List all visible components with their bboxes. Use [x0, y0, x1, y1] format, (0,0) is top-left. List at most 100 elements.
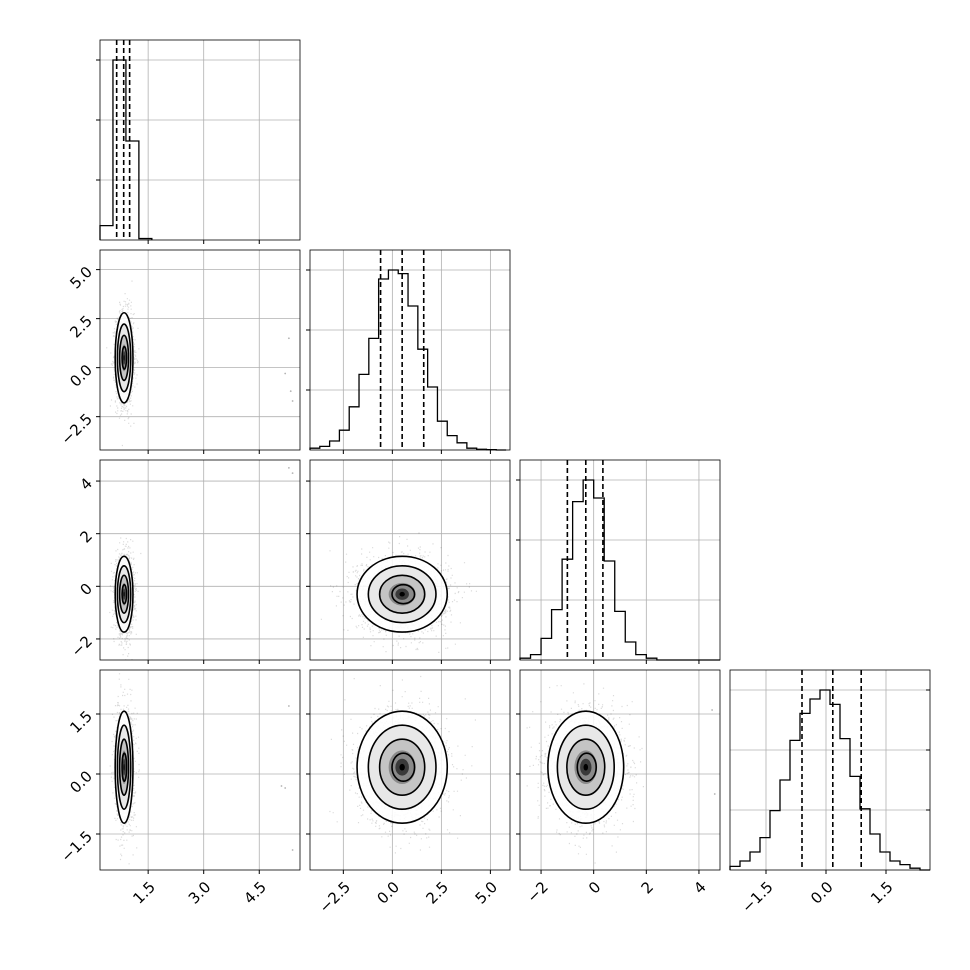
contour-line	[121, 583, 128, 605]
contour-line	[378, 574, 426, 614]
scatter-points	[526, 683, 644, 870]
outlier-point	[291, 472, 294, 475]
contour-line	[556, 724, 616, 811]
contour-line	[118, 738, 130, 797]
contour-line	[118, 574, 130, 614]
contour-line	[121, 345, 128, 370]
x-tick-label: 1.5	[129, 878, 159, 908]
density-fill	[123, 591, 125, 597]
outlier-point	[713, 793, 716, 795]
y-tick-label: 4	[77, 474, 96, 493]
panel-background	[100, 460, 300, 660]
contour-line	[378, 738, 426, 797]
contour-line	[391, 752, 416, 783]
panel-frame	[729, 669, 931, 871]
density-fill	[583, 763, 589, 771]
panel-frame	[99, 669, 301, 871]
y-tick-label: −2.5	[58, 410, 96, 448]
panel-frame	[519, 669, 721, 871]
outlier-point	[291, 400, 294, 402]
outlier-point	[287, 466, 290, 469]
hist-panel-p1	[306, 249, 511, 454]
panel-frame	[99, 39, 301, 241]
panel-background	[310, 250, 510, 450]
hist-panel-p2	[516, 459, 721, 664]
x-tick-label: 2	[638, 878, 657, 897]
contour-line	[114, 555, 134, 633]
outlier-point	[284, 372, 287, 375]
hist-bars	[309, 269, 507, 451]
scatter-panel-p0-p2	[96, 459, 301, 664]
panel-frame	[99, 459, 301, 661]
panel-frame	[99, 249, 301, 451]
density-fill	[399, 591, 405, 597]
x-tick-label: −1.5	[738, 878, 776, 916]
y-tick-label: −2	[68, 632, 96, 660]
outlier-point	[291, 849, 294, 851]
hist-panel-p3	[729, 669, 931, 874]
density-fill	[123, 355, 125, 361]
x-tick-label: 0	[585, 878, 604, 897]
contour-line	[121, 752, 128, 783]
panel-content	[310, 670, 510, 870]
y-tick-label: 2.5	[66, 312, 96, 342]
panel-frame	[309, 459, 511, 661]
scatter-panel-p1-p3	[306, 669, 511, 874]
hist-bars	[729, 689, 930, 871]
x-tick-label: 0.0	[374, 878, 404, 908]
y-tick-label: 1.5	[66, 707, 96, 737]
x-tick-label: −2	[523, 878, 551, 906]
hist-bars	[99, 59, 153, 240]
contour-line	[576, 752, 598, 783]
y-tick-label: 0	[77, 580, 96, 599]
panel-content	[100, 250, 300, 450]
contour-line	[114, 311, 134, 404]
panel-background	[520, 460, 720, 660]
contour-line	[547, 710, 625, 825]
x-tick-label: 4.5	[240, 878, 270, 908]
scatter-panel-p0-p1	[96, 249, 301, 454]
x-tick-label: 4	[690, 878, 709, 897]
scatter-panel-p0-p3	[96, 669, 301, 874]
contour-line	[367, 564, 437, 624]
outlier-point	[284, 787, 287, 789]
y-tick-label: −1.5	[58, 827, 96, 865]
contour-line	[566, 738, 606, 797]
outlier-point	[711, 709, 714, 711]
density-fill	[123, 763, 125, 771]
y-tick-label: 0.0	[66, 767, 96, 797]
panel-content	[100, 670, 300, 870]
density-fill	[399, 763, 405, 771]
scatter-panel-p2-p3	[516, 669, 721, 874]
panel-content	[100, 460, 300, 660]
contour-line	[116, 724, 132, 811]
panel-frame	[309, 669, 511, 871]
hist-panel-p0	[96, 39, 301, 244]
panel-content	[310, 460, 510, 660]
panel-frame	[309, 249, 511, 451]
outlier-point	[289, 390, 292, 393]
x-tick-label: 3.0	[185, 878, 215, 908]
panel-content	[520, 670, 720, 870]
x-tick-label: 5.0	[472, 878, 502, 908]
outlier-point	[287, 337, 290, 340]
outlier-point	[280, 785, 283, 787]
contour-line	[116, 564, 132, 624]
x-tick-label: 2.5	[423, 878, 453, 908]
outlier-point	[287, 705, 290, 707]
y-tick-label: 2	[77, 527, 96, 546]
contour-line	[114, 710, 134, 825]
panel-background	[100, 40, 300, 240]
contour-line	[356, 555, 449, 633]
scatter-panel-p1-p2	[306, 459, 511, 664]
contour-line	[391, 583, 416, 605]
x-tick-label: −2.5	[316, 878, 354, 916]
contour-line	[367, 724, 437, 811]
y-tick-label: 0.0	[66, 361, 96, 391]
contour-line	[116, 323, 132, 393]
panel-frame	[519, 459, 721, 661]
contour-line	[356, 710, 449, 825]
y-tick-label: 5.0	[66, 263, 96, 293]
x-tick-label: 1.5	[867, 878, 897, 908]
